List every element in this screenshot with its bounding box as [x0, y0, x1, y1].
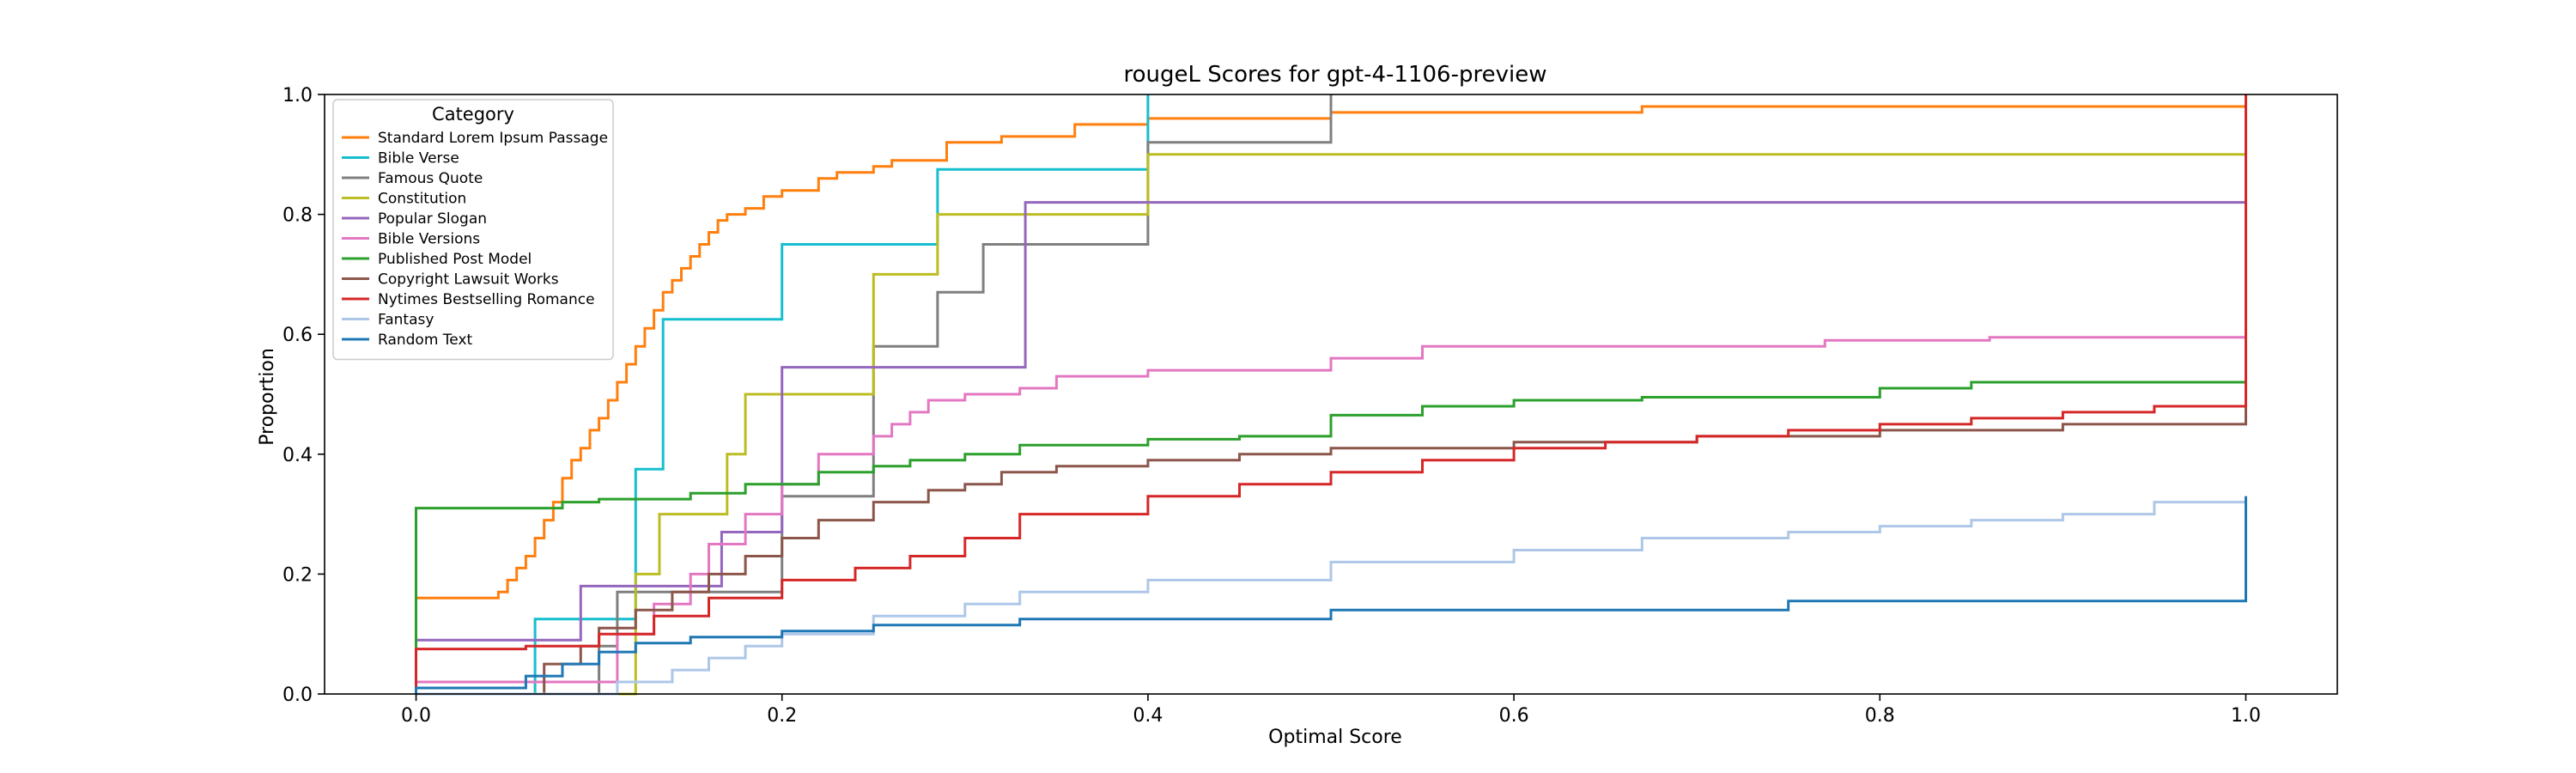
y-axis-label: Proportion — [257, 348, 278, 446]
axes: 0.0 0.2 0.4 0.6 0.8 1.0 0.0 0.2 0.4 0.6 0.8 1.0 — [283, 85, 2338, 727]
x-tick-label: 1.0 — [2231, 705, 2261, 727]
y-tick-label: 1.0 — [283, 85, 313, 107]
legend-label-5: Bible Versions — [378, 231, 480, 248]
legend-box — [332, 99, 614, 361]
y-tick-label: 0.6 — [283, 325, 313, 346]
series-line-4 — [415, 94, 2247, 694]
legend-label-6: Published Post Model — [378, 251, 532, 268]
chart-title: rougeL Scores for gpt-4-1106-preview — [1124, 62, 1547, 88]
y-tick-label: 0.0 — [283, 685, 313, 706]
series-line-3 — [416, 94, 2247, 696]
legend-label-0: Standard Lorem Ipsum Passage — [378, 130, 608, 147]
legend-title: Category — [432, 104, 514, 125]
x-tick-label: 0.4 — [1133, 705, 1163, 727]
legend-label-1: Bible Verse — [378, 150, 459, 167]
legend-label-7: Copyright Lawsuit Works — [378, 271, 559, 289]
series-line-1 — [416, 94, 1150, 696]
y-tick-label: 0.2 — [283, 564, 313, 586]
legend-label-10: Random Text — [378, 332, 473, 349]
x-tick-label: 0.6 — [1499, 705, 1529, 727]
legend-label-3: Constitution — [378, 191, 466, 208]
series-line-0 — [415, 94, 2247, 694]
x-tick-label: 0.8 — [1865, 705, 1895, 727]
series-line-8 — [415, 94, 2247, 694]
x-tick-label: 0.2 — [767, 705, 797, 727]
legend-label-2: Famous Quote — [378, 170, 483, 187]
plot-frame — [324, 94, 2338, 695]
x-axis-label: Optimal Score — [1268, 727, 1402, 748]
series-line-9 — [416, 496, 2247, 696]
y-tick-label: 0.4 — [283, 445, 313, 466]
series-line-6 — [415, 94, 2247, 694]
legend-label-9: Fantasy — [378, 312, 434, 329]
series-line-5 — [415, 94, 2247, 694]
legend-label-8: Nytimes Bestselling Romance — [378, 291, 595, 308]
x-tick-label: 0.0 — [401, 705, 431, 727]
y-tick-label: 0.8 — [283, 205, 313, 227]
series-line-10 — [415, 496, 2247, 694]
plot-area — [415, 94, 2247, 696]
legend: Category Standard Lorem Ipsum Passage Bibl… — [332, 99, 614, 361]
legend-label-4: Popular Slogan — [378, 210, 487, 228]
